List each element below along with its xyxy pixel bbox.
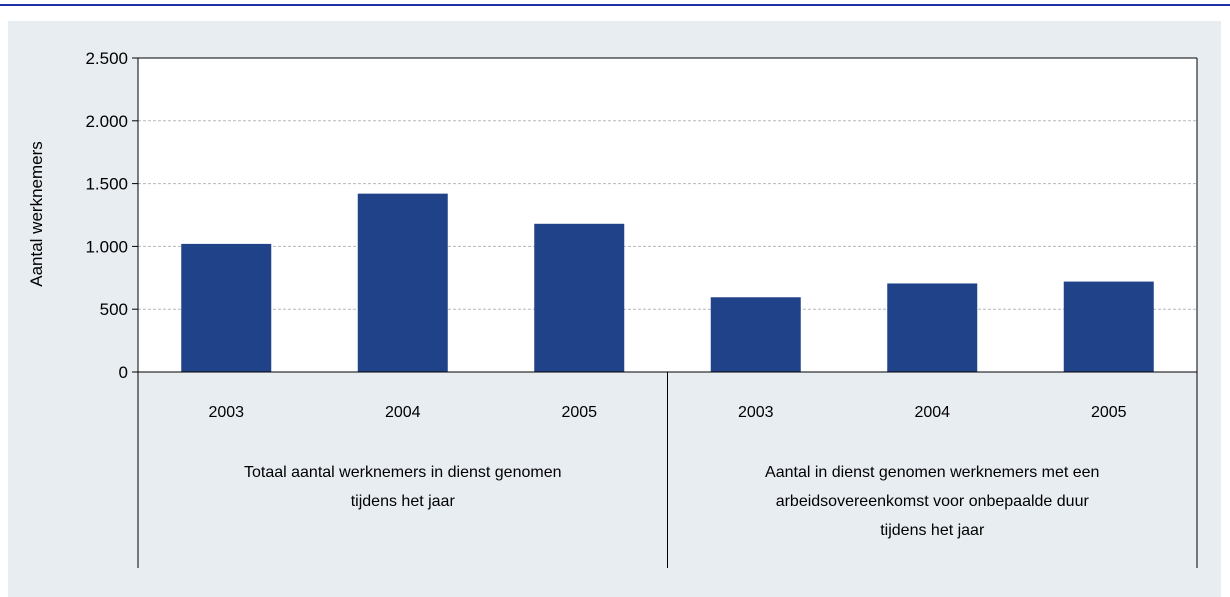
- bar: [1063, 281, 1154, 372]
- plot-area: [138, 58, 1197, 372]
- y-tick-label: 1.500: [85, 175, 128, 194]
- bar: [887, 283, 978, 372]
- bar: [710, 297, 801, 372]
- top-rule: [0, 4, 1230, 6]
- y-tick-label: 500: [100, 300, 128, 319]
- bar: [181, 243, 272, 372]
- group-label: Totaal aantal werknemers in dienst genom…: [244, 464, 562, 481]
- y-axis-label: Aantal werknemers: [27, 141, 46, 287]
- x-tick-label: 2003: [208, 404, 244, 421]
- y-tick-label: 2.000: [85, 112, 128, 131]
- y-tick-label: 1.000: [85, 237, 128, 256]
- group-label: arbeidsovereenkomst voor onbepaalde duur: [776, 493, 1090, 510]
- x-tick-label: 2004: [385, 404, 421, 421]
- x-tick-label: 2003: [738, 404, 774, 421]
- y-tick-label: 2.500: [85, 49, 128, 68]
- group-label: Aantal in dienst genomen werknemers met …: [765, 464, 1099, 481]
- group-label: tijdens het jaar: [880, 522, 985, 539]
- x-tick-label: 2005: [561, 404, 597, 421]
- y-tick-label: 0: [119, 363, 128, 382]
- bar: [534, 223, 625, 372]
- x-tick-label: 2005: [1091, 404, 1127, 421]
- group-label: tijdens het jaar: [351, 493, 456, 510]
- bar: [357, 193, 448, 372]
- x-tick-label: 2004: [914, 404, 950, 421]
